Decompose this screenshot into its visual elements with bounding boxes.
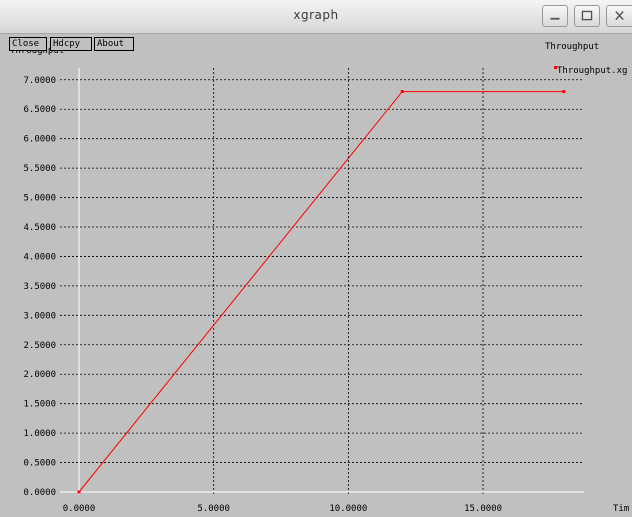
y-tick-label: 4.5000: [23, 223, 56, 233]
x-tick-label: 15.0000: [464, 504, 502, 514]
y-tick-label: 0.5000: [23, 459, 56, 469]
y-tick-label: 6.0000: [23, 135, 56, 145]
hardcopy-button[interactable]: Hdcpy: [50, 37, 92, 51]
minimize-icon: [550, 17, 560, 20]
y-tick-label: 6.5000: [23, 105, 56, 115]
tick-labels: 0.0000 0.5000 1.0000 1.5000 2.0000 2.5000 3.00…: [23, 76, 502, 514]
maximize-button[interactable]: [574, 5, 600, 27]
chart-title: Throughput: [545, 42, 599, 52]
y-tick-label: 5.0000: [23, 194, 56, 204]
y-tick-label: 5.5000: [23, 164, 56, 174]
y-axis-label: Throughput: [10, 46, 64, 56]
x-tick-label: 0.0000: [63, 504, 96, 514]
series-layer: [77, 90, 566, 494]
y-tick-label: 2.5000: [23, 341, 56, 351]
series-line-throughput: [78, 91, 564, 493]
plot-area: 0.0000 0.5000 1.0000 1.5000 2.0000 2.5000 3.00…: [10, 42, 629, 514]
data-point: [400, 90, 404, 94]
y-tick-label: 3.5000: [23, 282, 56, 292]
legend: Throughput.xg: [554, 66, 627, 76]
close-icon: [615, 10, 624, 21]
maximize-icon: [581, 10, 593, 21]
y-tick-label: 7.0000: [23, 76, 56, 86]
legend-label-throughput: Throughput.xg: [557, 66, 627, 76]
x-tick-label: 10.0000: [329, 504, 367, 514]
legend-marker: [554, 66, 557, 69]
grid-lines: [60, 68, 584, 495]
zero-axis-lines: [60, 68, 584, 495]
about-button[interactable]: About: [94, 37, 134, 51]
y-tick-label: 1.5000: [23, 400, 56, 410]
close-button[interactable]: Close: [9, 37, 47, 51]
data-point: [77, 490, 81, 494]
data-point: [562, 90, 566, 94]
close-window-button[interactable]: [606, 5, 632, 27]
title-bar[interactable]: xgraph: [0, 0, 632, 34]
y-tick-label: 0.0000: [23, 488, 56, 498]
minimize-button[interactable]: [542, 5, 568, 27]
y-tick-label: 4.0000: [23, 252, 56, 262]
window-title: xgraph: [293, 8, 339, 22]
x-axis-label: Tim: [613, 504, 629, 514]
x-tick-label: 5.0000: [197, 504, 230, 514]
y-tick-label: 3.0000: [23, 311, 56, 321]
y-tick-label: 1.0000: [23, 429, 56, 439]
y-tick-label: 2.0000: [23, 370, 56, 380]
